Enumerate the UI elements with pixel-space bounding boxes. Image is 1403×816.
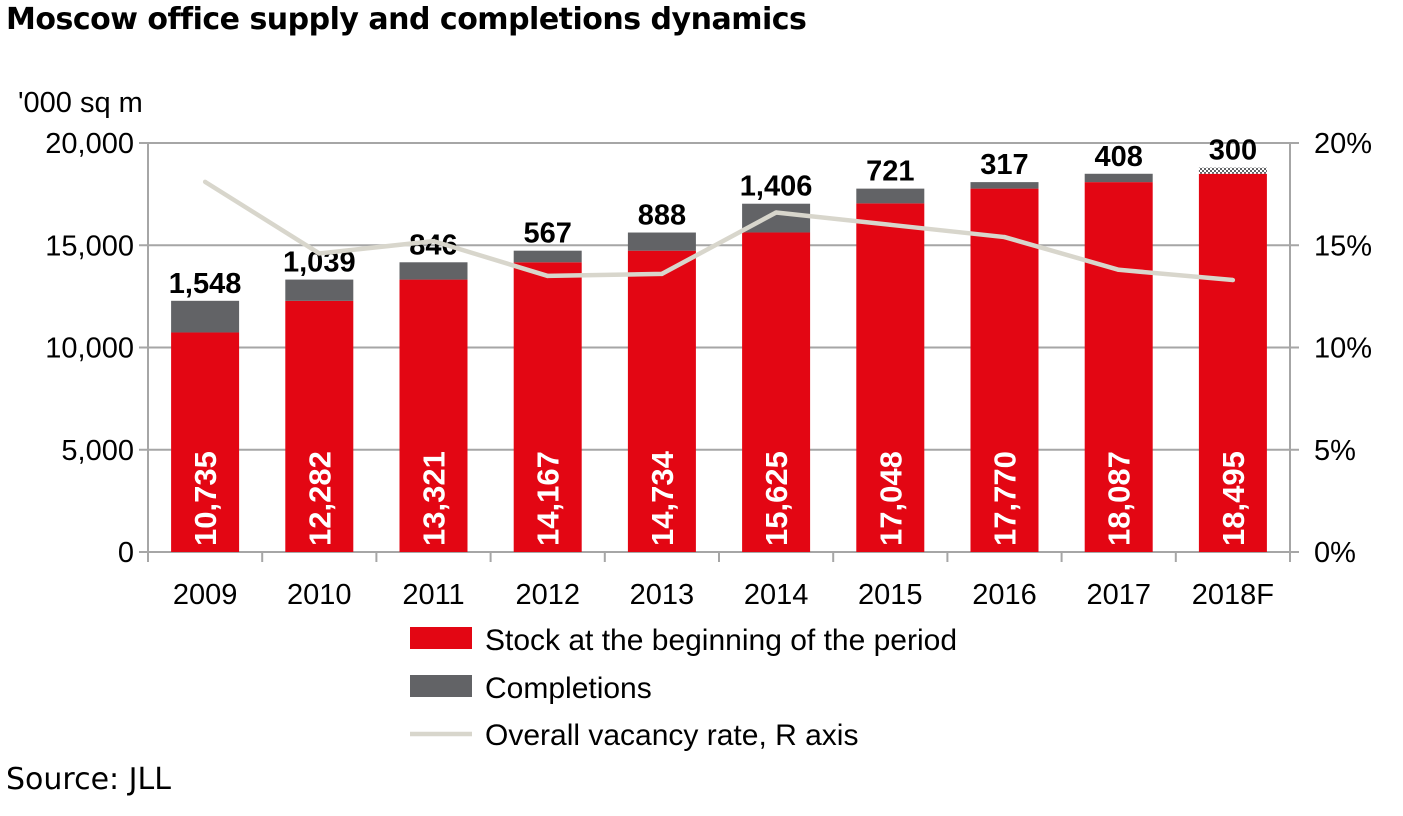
bar-completions-label: 567 <box>524 218 572 250</box>
bar-stock-label: 13,321 <box>417 451 452 546</box>
y-axis-tick-label: 5,000 <box>61 435 134 467</box>
legend-label-completions: Completions <box>485 672 652 705</box>
bar-stock <box>742 232 811 552</box>
y-axis-label: '000 sq m <box>18 87 143 119</box>
y2-axis-tick-label: 0% <box>1314 537 1356 569</box>
bar-stock-label: 17,770 <box>988 451 1023 546</box>
vacancy-point <box>773 210 779 215</box>
bar-stock-label: 17,048 <box>873 451 908 546</box>
legend-label-vacancy: Overall vacancy rate, R axis <box>485 719 858 752</box>
y2-axis-tick-label: 10% <box>1314 333 1372 365</box>
bar-stock <box>1198 173 1267 552</box>
y-axis-tick-label: 0 <box>118 537 134 569</box>
bar-stock-label: 14,167 <box>531 451 566 546</box>
vacancy-line <box>203 179 1234 283</box>
bar-stock-label: 15,625 <box>759 451 794 546</box>
bar-stock <box>399 279 468 552</box>
bar-stock <box>1084 182 1153 552</box>
x-axis-tick-label: 2018F <box>1192 579 1274 611</box>
vacancy-point <box>659 271 665 277</box>
bar-completions <box>513 250 582 263</box>
bar-completions <box>1198 167 1267 174</box>
vacancy-point <box>202 179 208 185</box>
vacancy-point <box>1116 267 1121 272</box>
bar-completions <box>970 182 1039 189</box>
chart-title: Moscow office supply and completions dyn… <box>6 2 807 37</box>
bar-completions <box>285 279 354 301</box>
vacancy-point <box>317 251 322 256</box>
bar-completions <box>399 262 468 280</box>
bar-stock-label: 10,735 <box>188 451 223 546</box>
bar-completions-label: 1,406 <box>740 171 813 203</box>
legend-swatch-completions <box>410 675 472 697</box>
source-note: Source: JLL <box>6 762 171 797</box>
x-axis-tick-label: 2013 <box>630 579 695 611</box>
x-axis-tick-label: 2011 <box>402 579 464 611</box>
bar-stock-label: 12,282 <box>302 451 337 546</box>
y-axis-tick-label: 10,000 <box>45 333 134 365</box>
bar-stock-label: 18,495 <box>1216 451 1251 546</box>
x-axis-tick-label: 2010 <box>287 579 352 611</box>
x-axis-tick-label: 2017 <box>1086 579 1151 611</box>
x-axis-tick-label: 2012 <box>515 579 580 611</box>
x-axis-tick-label: 2016 <box>972 579 1037 611</box>
y2-axis-tick-label: 5% <box>1314 435 1356 467</box>
x-axis-tick-label: 2015 <box>858 579 923 611</box>
vacancy-point <box>1230 277 1236 283</box>
bar-completions <box>627 232 696 251</box>
bar-stock-label: 14,734 <box>645 450 680 546</box>
vacancy-point <box>888 222 893 227</box>
bar-completions <box>742 203 811 233</box>
vacancy-point <box>1002 234 1007 240</box>
bar-completions <box>1084 173 1153 183</box>
vacancy-point <box>545 273 550 279</box>
bar-completions-label: 1,548 <box>169 268 242 300</box>
legend-swatch-stock <box>410 627 472 649</box>
y2-axis-tick-label: 20% <box>1314 128 1372 160</box>
bar-completions-label: 317 <box>980 149 1028 181</box>
bar-stock-label: 18,087 <box>1102 451 1137 546</box>
x-axis-tick-label: 2014 <box>744 579 809 611</box>
bar-stock <box>856 203 925 552</box>
bar-completions-label: 721 <box>866 156 914 188</box>
bar-stock <box>970 188 1039 552</box>
bar-stock <box>627 250 696 552</box>
bar-completions-label: 300 <box>1209 135 1257 167</box>
vacancy-point <box>431 238 436 244</box>
y-axis-tick-label: 15,000 <box>45 230 134 262</box>
y-axis-tick-label: 20,000 <box>45 128 134 160</box>
bar-completions <box>856 188 925 204</box>
legend-label-stock: Stock at the beginning of the period <box>485 624 957 657</box>
bar-stock <box>513 262 582 552</box>
y2-axis-tick-label: 15% <box>1314 230 1372 262</box>
bar-completions-label: 888 <box>638 200 686 232</box>
x-axis-tick-label: 2009 <box>173 579 238 611</box>
bar-completions-label: 408 <box>1095 141 1143 173</box>
bar-stock <box>171 332 240 552</box>
bar-stock <box>285 300 354 552</box>
bar-completions <box>171 300 240 333</box>
